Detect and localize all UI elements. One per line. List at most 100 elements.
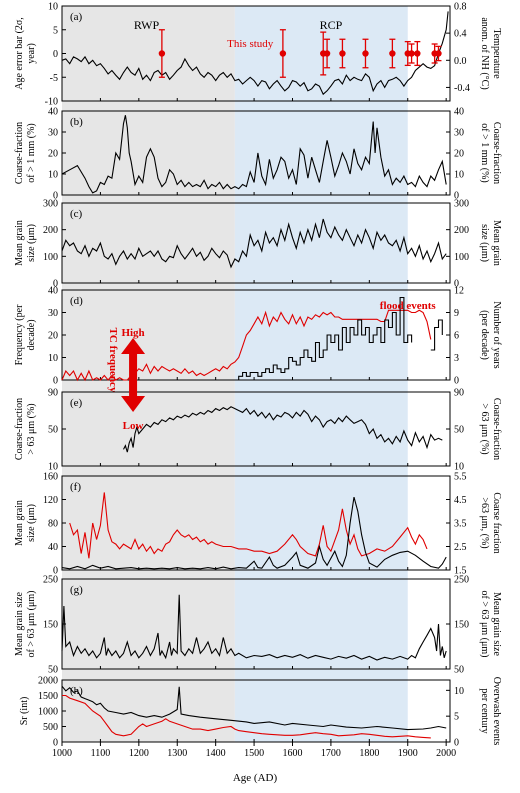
left-tick-label: 10 [48,170,58,181]
right-tick-label: 100 [454,252,469,263]
left-tick-label: 200 [43,225,58,236]
left-axis-label-line: Age error bar (2σ, [14,17,25,90]
left-axis-label: Sr (int) [19,697,30,726]
right-tick-label: 30 [454,128,464,139]
annotation-tc-frequency: TC frequency [107,328,119,393]
right-axis-label: Coarse fraction>63 μm, (%) [479,492,502,553]
error-bar-point [339,50,346,57]
left-tick-label: 80 [48,519,58,530]
arrow-head-up [121,338,146,354]
panel-tag: (e) [70,397,83,409]
right-tick-label: 0 [454,738,459,749]
left-axis-label-line: Frequency (per [14,304,25,365]
right-axis-label: Mean grainsize (μm) [479,220,502,266]
error-bar-point [414,50,421,57]
left-axis-label-line: of > 1 mm (%) [26,123,37,183]
right-axis-label-line: Coarse fraction [491,492,502,553]
annotation-rcp: RCP [320,18,343,32]
right-tick-label: 0.4 [454,29,467,40]
right-axis-label-line: Coarse-fraction [491,398,502,460]
left-tick-label: 50 [48,665,58,676]
right-axis-label-line: Mean grain size [491,592,502,656]
left-tick-label: 500 [43,722,58,733]
error-bar-point [435,50,442,57]
right-tick-label: 0 [454,279,459,290]
right-axis-label-line: Overwash events [491,677,502,746]
panels: -10 -5 0 5 10 -0.4 0.0 0.4 0.8 (a) Age error bar (… [14,2,502,749]
arrow-shaft [129,353,138,397]
right-axis-label-line: Mean grain [491,220,502,266]
x-tick-label: 1400 [206,748,226,759]
left-tick-label: 40 [48,542,58,553]
left-tick-label: 120 [43,495,58,506]
right-axis-label-line: (per decade) [479,310,490,360]
right-tick-label: 50 [454,665,464,676]
right-tick-label: 3 [454,353,459,364]
left-tick-label: 50 [48,425,58,436]
x-tick-label: 1800 [359,748,379,759]
left-tick-label: 0 [53,738,58,749]
right-tick-label: 3.5 [454,519,467,530]
x-tick-label: 1900 [398,748,418,759]
error-bar-point [408,50,415,57]
x-tick-label: 1500 [244,748,264,759]
left-tick-label: -10 [45,97,58,108]
left-axis-label: Coarse-fractionof > 1 mm (%) [14,122,37,184]
panel-tag: (c) [70,208,83,220]
left-axis-label-line: year) [26,43,37,64]
left-axis-label-line: > 63 μm (%) [26,403,37,454]
left-tick-label: 0 [53,191,58,202]
left-tick-label: 0 [53,279,58,290]
left-tick-label: 10 [48,2,58,13]
left-axis-label-line: size (μm) [26,224,37,262]
left-tick-label: 30 [48,308,58,319]
x-tick-label: 1300 [167,748,187,759]
left-tick-label: 90 [48,388,58,399]
left-axis-label-line: size (μm) [26,504,37,542]
right-axis-label: Coarse-fractionof > 1 mm (%) [479,122,502,184]
series-black-line-2 [430,319,443,351]
series-black-line [61,496,447,570]
left-tick-label: 300 [43,199,58,210]
right-tick-label: 5.5 [454,472,467,483]
left-tick-label: 250 [43,575,58,586]
right-axis-label: Coarse-fraction> 63 μm (%) [479,398,502,460]
right-tick-label: 10 [454,462,464,473]
panel-tag: (d) [70,295,83,307]
left-tick-label: 1500 [38,691,58,702]
left-tick-label: 0 [53,376,58,387]
x-tick-label: 2000 [436,748,456,759]
right-tick-label: 200 [454,225,469,236]
right-tick-label: 90 [454,388,464,399]
right-tick-label: 0 [454,376,459,387]
right-axis-label-line: of > 1 mm (%) [479,123,490,183]
right-tick-label: 4.5 [454,495,467,506]
left-tick-label: 20 [48,149,58,160]
right-tick-label: 300 [454,199,469,210]
panel-f: 0 40 80 120 160 1.5 2.5 3.5 4.5 5.5 (f) Mean grains… [14,472,502,577]
right-tick-label: 1.5 [454,566,467,577]
left-axis-label: Mean grainsize (μm) [14,500,37,546]
left-tick-label: 30 [48,128,58,139]
panel-tag: (g) [70,584,83,596]
right-tick-label: 9 [454,308,459,319]
error-bar-point [323,50,331,57]
left-axis-label-line: Coarse-fraction [14,398,25,460]
right-axis-label-line: Coarse-fraction [491,122,502,184]
left-axis-label-line: Sr (int) [19,697,30,726]
series-black-line [215,296,413,381]
right-axis-label-line: Temperature [491,28,502,79]
error-bar-point [362,50,369,57]
left-axis-label-line: of > 63 μm (μm) [26,591,37,658]
series-red-line [61,309,432,382]
right-axis-label: Mean grain sizeof > 63 μm (μm) [479,591,502,658]
panel-frame [61,202,451,284]
left-tick-label: 160 [43,472,58,483]
left-axis-label-line: Mean grain [14,220,25,266]
left-tick-label: 20 [48,331,58,342]
right-tick-label: 12 [454,286,464,297]
left-axis-label: Age error bar (2σ,year) [14,17,37,90]
left-tick-label: 40 [48,286,58,297]
